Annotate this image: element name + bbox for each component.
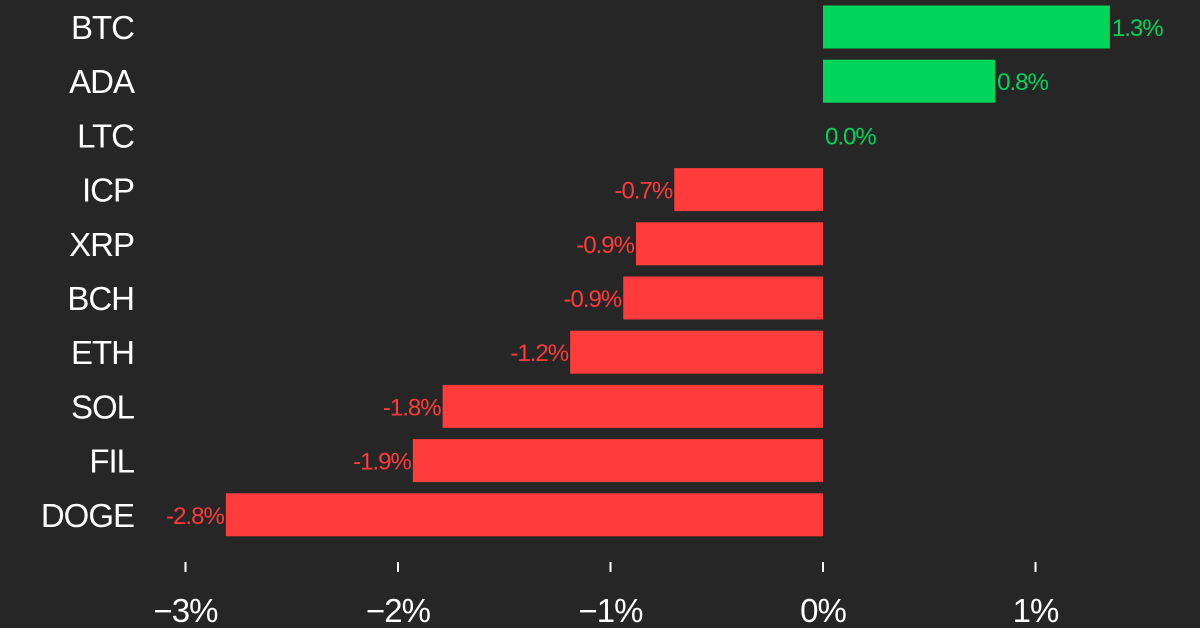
bar-bch	[623, 276, 823, 320]
x-tick-label: −1%	[579, 592, 644, 628]
value-label-eth: -1.2%	[510, 340, 568, 367]
category-label-eth: ETH	[71, 334, 134, 371]
x-tick-label: −2%	[366, 592, 431, 628]
x-axis: −3% −2% −1% 0% 1%	[154, 562, 1060, 628]
bar-doge	[225, 493, 823, 537]
bar-ada	[823, 59, 996, 103]
value-label-doge: -2.8%	[166, 503, 224, 530]
bar-sol	[442, 384, 823, 428]
category-label-ada: ADA	[69, 63, 135, 100]
x-tick-label: −3%	[154, 592, 219, 628]
value-label-fil: -1.9%	[353, 449, 411, 476]
category-label-ltc: LTC	[77, 117, 134, 154]
category-label-btc: BTC	[71, 9, 134, 46]
bar-icp	[674, 168, 823, 212]
value-label-ada: 0.8%	[997, 69, 1048, 96]
bars-group	[225, 5, 1110, 537]
bar-xrp	[636, 222, 823, 266]
category-label-bch: BCH	[67, 280, 134, 317]
x-tick-label: 0%	[800, 592, 846, 628]
value-label-ltc: 0.0%	[825, 123, 876, 150]
value-label-sol: -1.8%	[383, 394, 441, 421]
value-label-xrp: -0.9%	[576, 232, 634, 259]
category-labels-group: BTC ADA LTC ICP XRP BCH ETH SOL FIL DOGE	[41, 9, 136, 534]
category-label-fil: FIL	[89, 443, 134, 480]
x-tick-label: 1%	[1013, 592, 1059, 628]
category-label-icp: ICP	[82, 172, 134, 209]
bar-eth	[570, 330, 823, 374]
value-labels-group: 1.3% 0.8% 0.0% -0.7% -0.9% -0.9% -1.2% -1.8% -1.…	[166, 15, 1164, 530]
value-label-icp: -0.7%	[615, 178, 673, 205]
bar-btc	[823, 5, 1110, 49]
bar-fil	[412, 439, 823, 483]
category-label-xrp: XRP	[69, 226, 134, 263]
value-label-btc: 1.3%	[1112, 15, 1163, 42]
category-label-sol: SOL	[71, 388, 135, 425]
value-label-bch: -0.9%	[564, 286, 622, 313]
category-label-doge: DOGE	[41, 497, 134, 534]
